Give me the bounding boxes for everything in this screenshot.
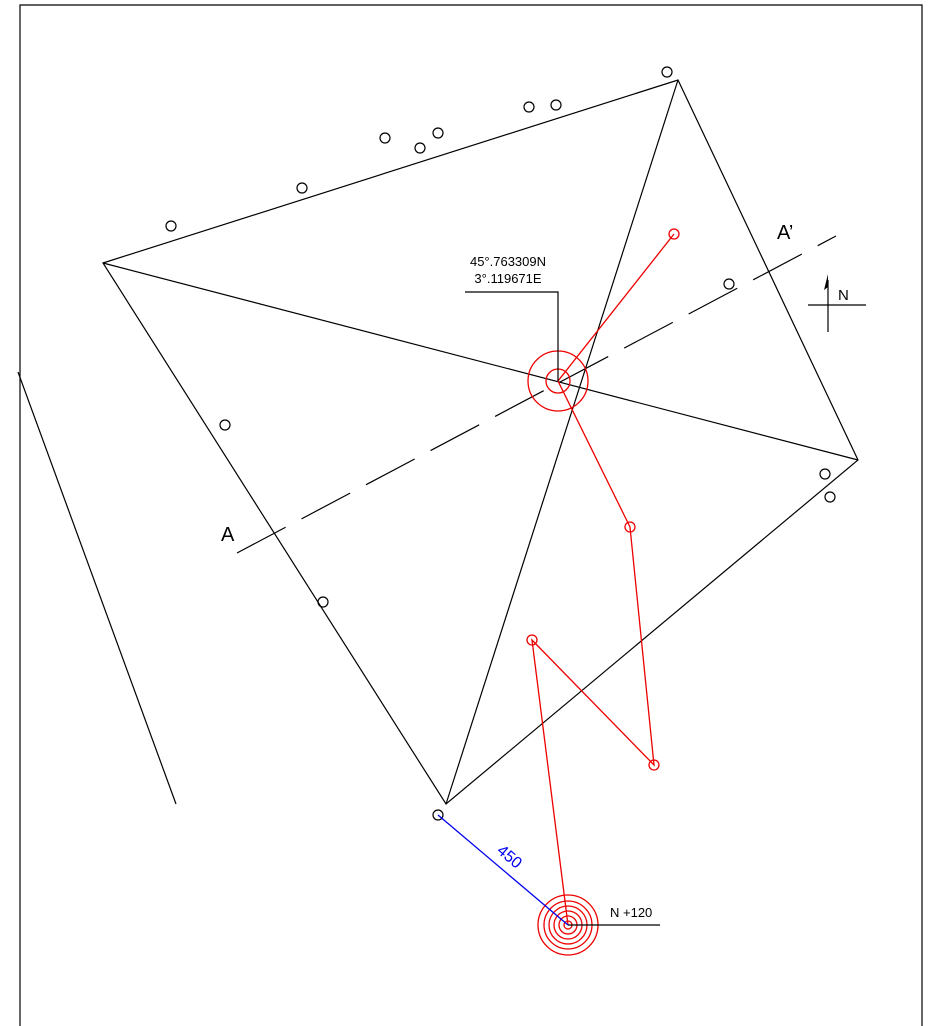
section-end: A’ [777,222,793,244]
diagonal [445,79,679,805]
red-traverse [526,228,680,956]
latitude: 45°.763309N [470,254,546,269]
frame [19,4,923,1026]
distance-line [437,814,569,926]
level-label: N +120 [610,905,652,920]
longitude: 3°.119671E [474,271,541,286]
section-start: A [221,524,235,546]
survey-points [165,66,836,821]
road-edge [17,371,177,805]
distance-label: 450 [493,842,524,872]
section-line [236,235,837,554]
plot-outline [17,79,859,805]
north-arrow [808,274,866,332]
diagonal [102,262,859,461]
leader [465,291,559,381]
north-label: N [838,287,849,304]
